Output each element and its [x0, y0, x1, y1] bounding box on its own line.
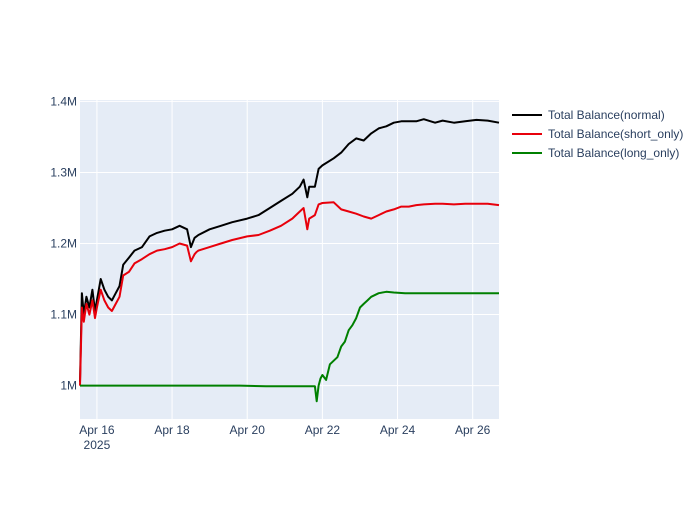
series-line-1	[79, 201, 500, 386]
x-tick-label: Apr 18	[154, 423, 190, 437]
grid-layer	[80, 100, 499, 419]
x-tick-label: Apr 20	[230, 423, 266, 437]
x-tick-label: Apr 16	[79, 423, 115, 437]
series-line-2	[80, 290, 499, 403]
x-tick-label: Apr 22	[305, 423, 341, 437]
legend-item[interactable]: Total Balance(normal)	[512, 108, 665, 122]
x-axis-year-label: 2025	[84, 438, 111, 452]
x-tick-label: Apr 26	[455, 423, 491, 437]
series-line-0	[79, 118, 500, 383]
x-tick-label: Apr 24	[380, 423, 416, 437]
legend[interactable]: Total Balance(normal) Total Balance(short…	[512, 108, 683, 160]
legend-label: Total Balance(long_only)	[548, 146, 679, 160]
legend-label: Total Balance(normal)	[548, 108, 665, 122]
legend-item[interactable]: Total Balance(long_only)	[512, 146, 679, 160]
y-tick-label: 1.4M	[50, 94, 77, 108]
y-tick-label: 1.2M	[50, 237, 77, 251]
plot-background	[80, 100, 499, 419]
y-tick-label: 1.3M	[50, 165, 77, 179]
series-layer	[79, 118, 500, 403]
axis-layer: 2025 1M 1.1M 1.2M 1.3M 1.4M Apr 16 Apr 18 Apr 2…	[50, 94, 490, 452]
y-tick-label: 1M	[60, 379, 77, 393]
legend-label: Total Balance(short_only)	[548, 127, 683, 141]
y-tick-label: 1.1M	[50, 308, 77, 322]
legend-item[interactable]: Total Balance(short_only)	[512, 127, 683, 141]
